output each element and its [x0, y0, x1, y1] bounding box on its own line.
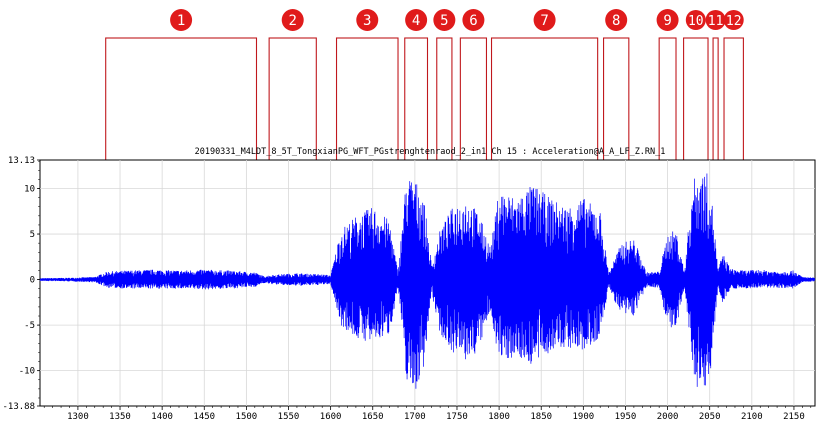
y-tick-label: 10: [24, 185, 35, 195]
x-tick-label: 1350: [109, 412, 131, 422]
segment-badge-label: 5: [440, 13, 448, 29]
segment-badge-label: 7: [540, 13, 548, 29]
segment-badge-label: 11: [708, 14, 724, 29]
segment-badge-label: 10: [688, 14, 704, 29]
segment-badge-circle: [533, 9, 556, 31]
x-axis: 1300 1350 1400 1450 1500 1550 1600 1650 1700 1750…: [43, 406, 812, 422]
segment-badge-circle: [433, 9, 456, 31]
segment-badge-circle: [281, 9, 304, 31]
x-tick-label: 2150: [783, 412, 805, 422]
segment-badge-circle: [405, 9, 428, 31]
y-tick-label: 13.13: [8, 156, 35, 166]
segment-badge-label: 4: [412, 13, 420, 29]
x-tick-label: 2050: [699, 412, 721, 422]
x-tick-label: 1950: [615, 412, 637, 422]
x-tick-label: 1450: [193, 412, 215, 422]
y-axis: 13.13 10 5 0 -5 -10 -13.88: [2, 156, 40, 412]
signal-layer: [39, 173, 816, 389]
chart-title: 20190331_M4LDT_8_5T_TongxianPG_WFT_PGstr…: [195, 147, 666, 157]
segment-badge-label: 1: [177, 13, 185, 29]
x-tick-label: 1300: [67, 412, 89, 422]
signal-trace: [39, 173, 816, 389]
segment-badge-circle: [356, 9, 379, 31]
segment-badge-circle: [170, 9, 193, 31]
y-tick-label: 0: [30, 276, 35, 286]
segment-badge-circle: [605, 9, 628, 31]
y-tick-label: 5: [30, 230, 35, 240]
segment-badge-label: 2: [288, 13, 296, 29]
segment-badge-circle: [685, 10, 706, 30]
x-tick-label: 1600: [320, 412, 342, 422]
segment-badge-circle: [705, 10, 726, 30]
segment-badge-label: 9: [663, 13, 671, 29]
x-tick-label: 1500: [236, 412, 258, 422]
segment-badge-label: 8: [612, 13, 620, 29]
x-tick-label: 1750: [446, 412, 468, 422]
x-tick-label: 2100: [741, 412, 763, 422]
x-tick-label: 1650: [362, 412, 384, 422]
x-tick-label: 1800: [488, 412, 510, 422]
segment-badge-label: 3: [363, 13, 371, 29]
segment-badge-circle: [656, 9, 679, 31]
y-tick-label: -5: [24, 321, 35, 331]
y-tick-label: -10: [19, 367, 35, 377]
x-tick-label: 1850: [530, 412, 552, 422]
x-tick-label: 1900: [572, 412, 594, 422]
y-tick-label: -13.88: [2, 402, 35, 412]
segment-badge-circle: [723, 10, 744, 30]
segment-badges: 1 2 3 4 5 6 7 8 9 10 11 12: [170, 9, 744, 31]
segment-badge-circle: [462, 9, 485, 31]
x-tick-label: 1700: [404, 412, 426, 422]
x-tick-label: 1550: [278, 412, 300, 422]
x-tick-label: 2000: [657, 412, 679, 422]
segment-badge-label: 6: [469, 13, 477, 29]
x-tick-label: 1400: [151, 412, 173, 422]
segment-badge-label: 12: [726, 14, 742, 29]
